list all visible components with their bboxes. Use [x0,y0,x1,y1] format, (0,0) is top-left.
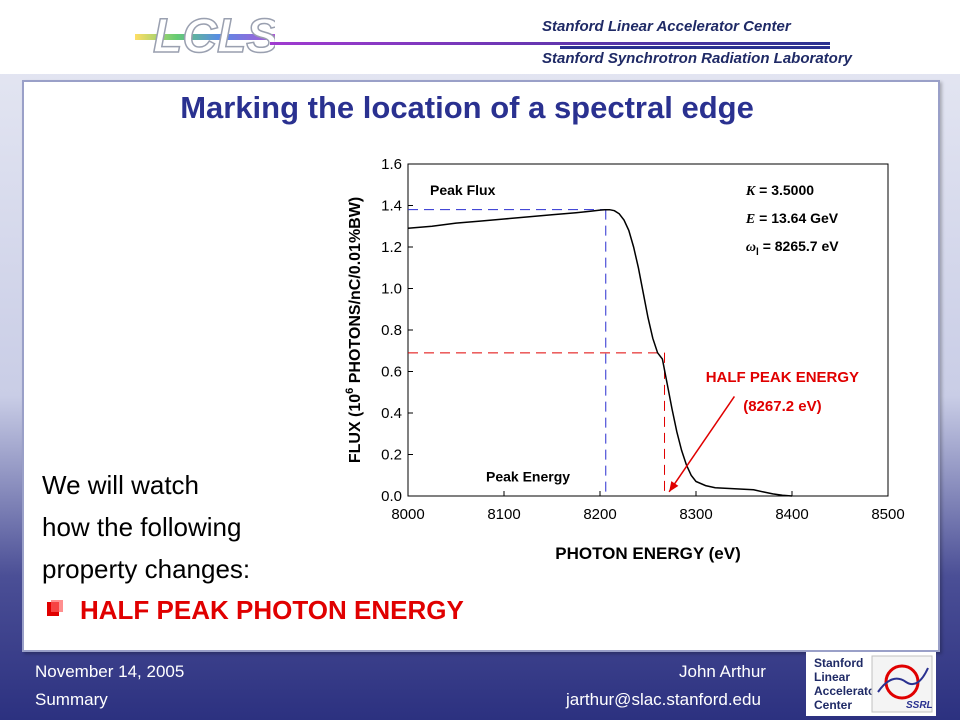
y-tick-label: 0.2 [381,447,402,464]
y-tick-label: 0.8 [381,322,402,339]
param-line: E = 13.64 GeV [745,210,839,227]
y-tick-label: 1.0 [381,281,402,298]
y-tick-label: 0.6 [381,364,402,381]
x-tick-label: 8300 [679,506,712,523]
body-line-2: how the following [42,512,242,542]
y-axis-label-post: PHOTONS/nC/0.01%BW) [347,197,364,388]
slac-ssrl-logo: Stanford Linear Accelerator Center SSRL [806,652,936,716]
flux-chart: 0.0 0.2 0.4 0.6 0.8 1.0 1.2 1.4 1.6 8000 8100 8200 8… [344,156,905,563]
annotation-half-peak-value: (8267.2 eV) [743,398,821,415]
content-panel [22,80,940,652]
y-tick-label: 1.4 [381,198,402,215]
param-line: K = 3.5000 [745,182,814,199]
y-axis-label-pre: FLUX (10 [347,394,364,463]
org-line-slac: Stanford Linear Accelerator Center [542,18,791,35]
param-value: = 8265.7 eV [759,238,839,254]
y-axis-label-sup: 6 [344,388,356,394]
ssrl-logo-text: SSRL [906,700,933,711]
half-peak-arrow [668,395,736,493]
footer-email: jarthur@slac.stanford.edu [566,690,761,709]
y-tick-label: 0.0 [381,488,402,505]
annotation-peak-energy: Peak Energy [486,468,570,484]
param-line: ωl = 8265.7 eV [746,238,839,258]
slac-logo-line-2: Linear [814,670,850,684]
annotation-half-peak: HALF PEAK ENERGY [706,369,859,386]
header-rule-1 [270,42,830,45]
slac-logo-line-4: Center [814,698,852,712]
param-value: = 3.5000 [755,182,814,198]
slac-logo-line-1: Stanford [814,656,863,670]
bullet-half-peak: HALF PEAK PHOTON ENERGY [80,595,464,625]
y-tick-label: 1.6 [381,156,402,173]
flux-series-line [407,208,793,497]
header-rule-2 [560,46,830,49]
footer-author: John Arthur [679,662,766,681]
footer-date: November 14, 2005 [35,662,185,681]
x-tick-label: 8200 [583,506,616,523]
y-tick-label: 0.4 [381,405,402,422]
body-line-3: property changes: [42,554,251,584]
lcls-logo: LCLS [135,9,275,62]
lcls-logo-text: LCLS [153,10,275,62]
x-axis-label: PHOTON ENERGY (eV) [555,544,740,563]
param-symbol: E [745,212,755,227]
annotation-peak-flux: Peak Flux [430,182,496,198]
org-line-ssrl: Stanford Synchrotron Radiation Laborator… [542,50,853,67]
y-axis-label: FLUX (106 PHOTONS/nC/0.01%BW) [344,197,364,463]
bullet-icon [47,600,63,616]
param-subscript: l [756,247,759,258]
param-symbol: ω [746,240,756,255]
y-tick-label: 1.2 [381,239,402,256]
param-value: = 13.64 GeV [755,210,839,226]
slide-title: Marking the location of a spectral edge [180,90,754,125]
slac-logo-line-3: Accelerator [814,684,880,698]
param-symbol: K [745,184,757,199]
body-line-1: We will watch [42,470,200,500]
x-tick-label: 8400 [775,506,808,523]
x-tick-label: 8500 [871,506,904,523]
x-tick-label: 8100 [487,506,520,523]
half-peak-arrowhead [669,481,679,492]
footer-section: Summary [35,690,108,709]
slide-header: LCLS Stanford Linear Accelerator Center … [0,0,960,74]
x-tick-label: 8000 [391,506,424,523]
